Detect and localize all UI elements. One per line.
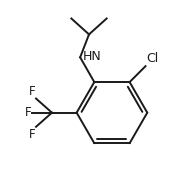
- Text: Cl: Cl: [146, 52, 159, 65]
- Text: F: F: [24, 106, 31, 119]
- Text: F: F: [28, 128, 35, 141]
- Text: F: F: [28, 85, 35, 98]
- Text: HN: HN: [83, 50, 102, 63]
